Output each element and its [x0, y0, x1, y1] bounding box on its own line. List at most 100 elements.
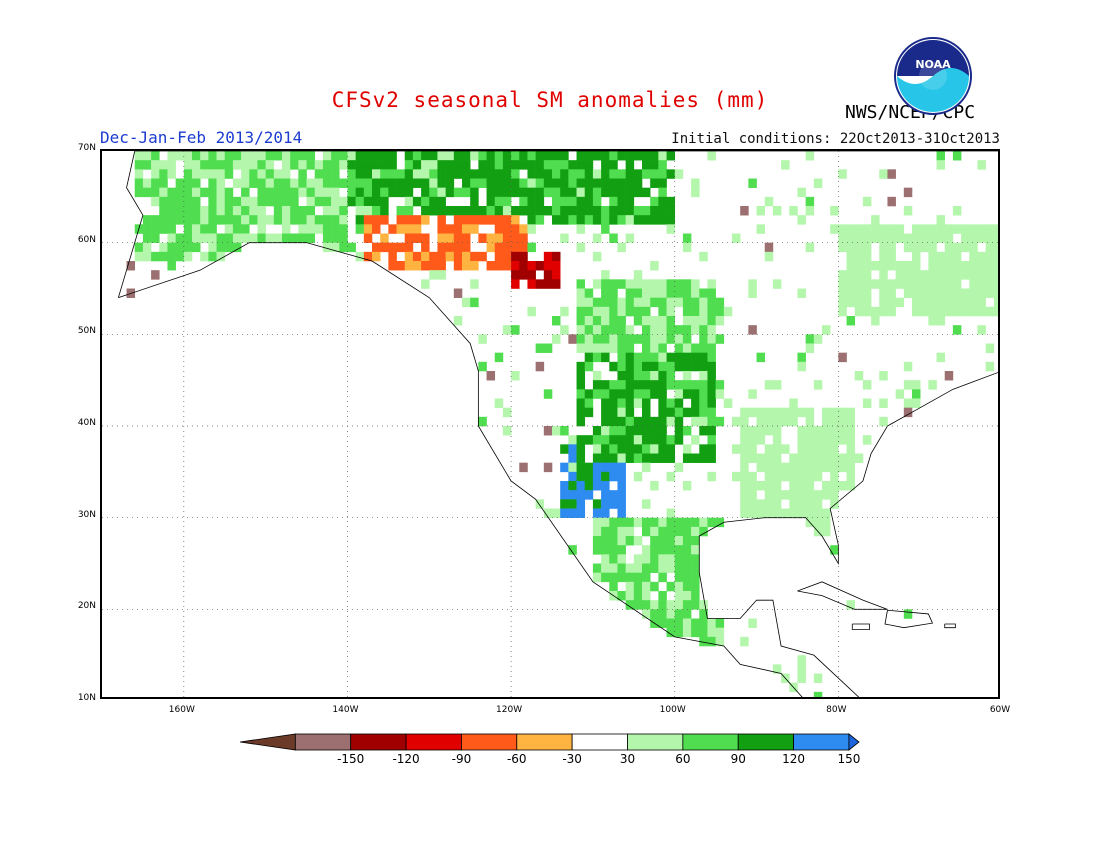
anomaly-cell: [134, 151, 144, 161]
anomaly-cell: [535, 215, 545, 225]
anomaly-cell: [257, 187, 266, 198]
anomaly-cell: [511, 371, 520, 381]
anomaly-cell: [723, 398, 733, 408]
anomaly-cell: [576, 196, 586, 207]
anomaly-cell: [584, 490, 594, 500]
anomaly-cell: [576, 407, 586, 418]
anomaly-cell: [429, 270, 438, 280]
anomaly-cell: [486, 233, 496, 243]
anomaly-cell: [502, 178, 512, 188]
anomaly-cell: [625, 591, 635, 601]
anomaly-cell: [151, 251, 160, 262]
anomaly-cell: [862, 261, 872, 271]
anomaly-cell: [887, 251, 896, 262]
anomaly-cell: [380, 187, 389, 198]
anomaly-cell: [502, 261, 512, 271]
anomaly-cell: [879, 270, 888, 280]
anomaly-cell: [674, 600, 684, 610]
anomaly-cell: [666, 536, 676, 546]
anomaly-cell: [257, 178, 266, 188]
anomaly-cell: [781, 508, 790, 518]
colorbar-swatch: [350, 733, 407, 751]
anomaly-cell: [682, 306, 692, 317]
anomaly-cell: [535, 206, 545, 216]
anomaly-cell: [813, 453, 823, 463]
anomaly-cell: [846, 444, 856, 454]
anomaly-cell: [437, 270, 446, 280]
anomaly-cell: [592, 325, 602, 335]
anomaly-cell: [232, 160, 242, 170]
anomaly-cell: [993, 288, 998, 298]
anomaly-cell: [282, 215, 291, 225]
anomaly-cell: [682, 609, 692, 619]
anomaly-cell: [167, 242, 176, 253]
anomaly-cell: [478, 361, 487, 372]
anomaly-cell: [952, 151, 962, 161]
anomaly-cell: [232, 196, 242, 207]
anomaly-cell: [707, 407, 716, 418]
anomaly-cell: [748, 288, 757, 298]
anomaly-cell: [560, 178, 569, 188]
anomaly-cell: [772, 481, 782, 491]
anomaly-cell: [543, 187, 553, 198]
anomaly-cell: [625, 233, 635, 243]
anomaly-cell: [756, 481, 766, 491]
anomaly-cell: [609, 453, 618, 463]
anomaly-cell: [363, 206, 373, 216]
anomaly-cell: [912, 251, 921, 262]
anomaly-cell: [445, 233, 455, 243]
latitude-label: 10N: [77, 693, 96, 703]
anomaly-cell: [216, 160, 226, 170]
anomaly-cell: [502, 233, 512, 243]
anomaly-cell: [781, 416, 790, 427]
anomaly-cell: [642, 206, 651, 216]
anomaly-cell: [707, 435, 716, 445]
anomaly-cell: [568, 490, 577, 500]
anomaly-cell: [682, 600, 692, 610]
anomaly-cell: [552, 261, 561, 271]
anomaly-cell: [617, 526, 626, 537]
anomaly-cell: [322, 151, 332, 161]
anomaly-cell: [633, 279, 643, 289]
anomaly-cell: [822, 508, 831, 518]
anomaly-cell: [421, 187, 430, 198]
anomaly-cell: [666, 435, 676, 445]
anomaly-cell: [674, 380, 684, 390]
anomaly-cell: [609, 160, 618, 170]
anomaly-cell: [846, 242, 856, 253]
anomaly-cell: [797, 215, 806, 225]
anomaly-cell: [617, 169, 626, 179]
anomaly-cell: [674, 279, 684, 289]
anomaly-cell: [756, 224, 766, 234]
anomaly-cell: [601, 297, 610, 308]
anomaly-cell: [372, 178, 381, 188]
anomaly-cell: [535, 151, 545, 161]
anomaly-cell: [633, 297, 643, 308]
anomaly-cell: [682, 288, 692, 298]
anomaly-cell: [445, 169, 455, 179]
anomaly-cell: [764, 251, 774, 262]
anomaly-cell: [642, 352, 651, 363]
anomaly-cell: [830, 471, 839, 482]
anomaly-cell: [584, 334, 594, 344]
anomaly-cell: [404, 196, 414, 207]
anomaly-cell: [241, 206, 250, 216]
anomaly-cell: [339, 178, 348, 188]
anomaly-cell: [707, 306, 716, 317]
anomaly-cell: [732, 416, 741, 427]
anomaly-cell: [257, 215, 266, 225]
anomaly-cell: [175, 178, 185, 188]
anomaly-cell: [617, 416, 626, 427]
anomaly-cell: [748, 325, 757, 335]
anomaly-cell: [699, 627, 708, 638]
anomaly-cell: [871, 316, 880, 326]
anomaly-cell: [241, 196, 250, 207]
anomaly-cell: [764, 462, 774, 473]
anomaly-cell: [404, 169, 414, 179]
anomaly-cell: [592, 371, 602, 381]
anomaly-cell: [928, 288, 937, 298]
anomaly-cell: [633, 306, 643, 317]
anomaly-cell: [617, 187, 626, 198]
anomaly-cell: [592, 306, 602, 317]
anomaly-cell: [429, 196, 438, 207]
